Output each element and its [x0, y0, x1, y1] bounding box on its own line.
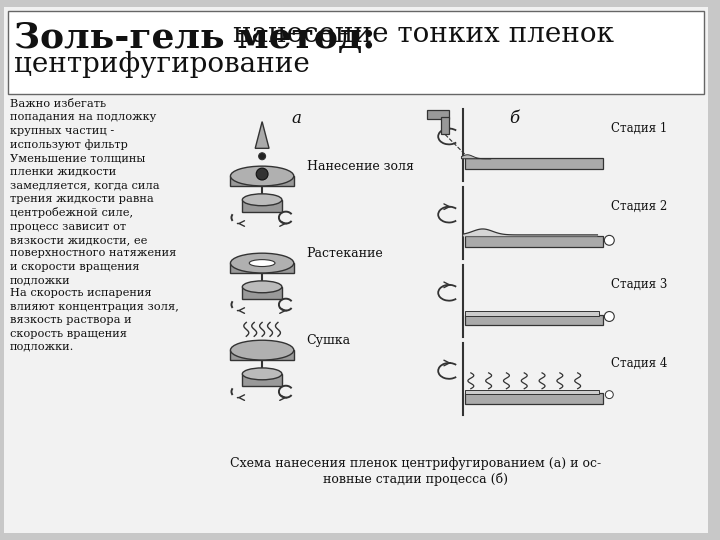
Text: Нанесение золя: Нанесение золя	[307, 160, 413, 173]
Ellipse shape	[243, 368, 282, 380]
Text: б: б	[509, 110, 519, 127]
FancyBboxPatch shape	[441, 117, 449, 134]
FancyBboxPatch shape	[465, 237, 603, 247]
FancyBboxPatch shape	[230, 263, 294, 273]
Ellipse shape	[249, 260, 275, 267]
FancyBboxPatch shape	[465, 158, 603, 169]
Text: Стадия 4: Стадия 4	[611, 356, 667, 369]
FancyBboxPatch shape	[243, 200, 282, 212]
Ellipse shape	[243, 194, 282, 206]
Circle shape	[606, 390, 613, 399]
Circle shape	[256, 168, 268, 180]
FancyBboxPatch shape	[230, 176, 294, 186]
Polygon shape	[255, 122, 269, 148]
Circle shape	[604, 312, 614, 321]
Ellipse shape	[243, 281, 282, 293]
FancyBboxPatch shape	[243, 287, 282, 299]
FancyBboxPatch shape	[465, 314, 603, 326]
FancyBboxPatch shape	[230, 350, 294, 360]
Ellipse shape	[230, 340, 294, 360]
Ellipse shape	[230, 253, 294, 273]
FancyBboxPatch shape	[243, 374, 282, 386]
FancyBboxPatch shape	[427, 110, 449, 119]
Text: а: а	[292, 110, 302, 127]
Circle shape	[258, 153, 266, 160]
Text: Сушка: Сушка	[307, 334, 351, 347]
Text: Растекание: Растекание	[307, 247, 383, 260]
Text: Стадия 1: Стадия 1	[611, 122, 667, 135]
Text: Золь-гель метод:: Золь-гель метод:	[14, 21, 375, 55]
Circle shape	[604, 235, 614, 245]
Ellipse shape	[230, 166, 294, 186]
Text: Важно избегать
попадания на подложку
крупных частиц -
используют фильтр
Уменьшен: Важно избегать попадания на подложку кру…	[10, 99, 179, 352]
FancyBboxPatch shape	[465, 390, 600, 394]
FancyBboxPatch shape	[4, 7, 708, 533]
Text: новные стадии процесса (б): новные стадии процесса (б)	[323, 472, 508, 485]
Text: Стадия 3: Стадия 3	[611, 278, 667, 292]
Text: Схема нанесения пленок центрифугированием (а) и ос-: Схема нанесения пленок центрифугирование…	[230, 457, 601, 470]
Text: Стадия 2: Стадия 2	[611, 200, 667, 213]
FancyBboxPatch shape	[465, 310, 600, 315]
FancyBboxPatch shape	[8, 11, 704, 94]
Text: центрифугирование: центрифугирование	[14, 51, 310, 78]
FancyBboxPatch shape	[465, 393, 603, 403]
Text: нанесение тонких пленок: нанесение тонких пленок	[223, 21, 613, 48]
